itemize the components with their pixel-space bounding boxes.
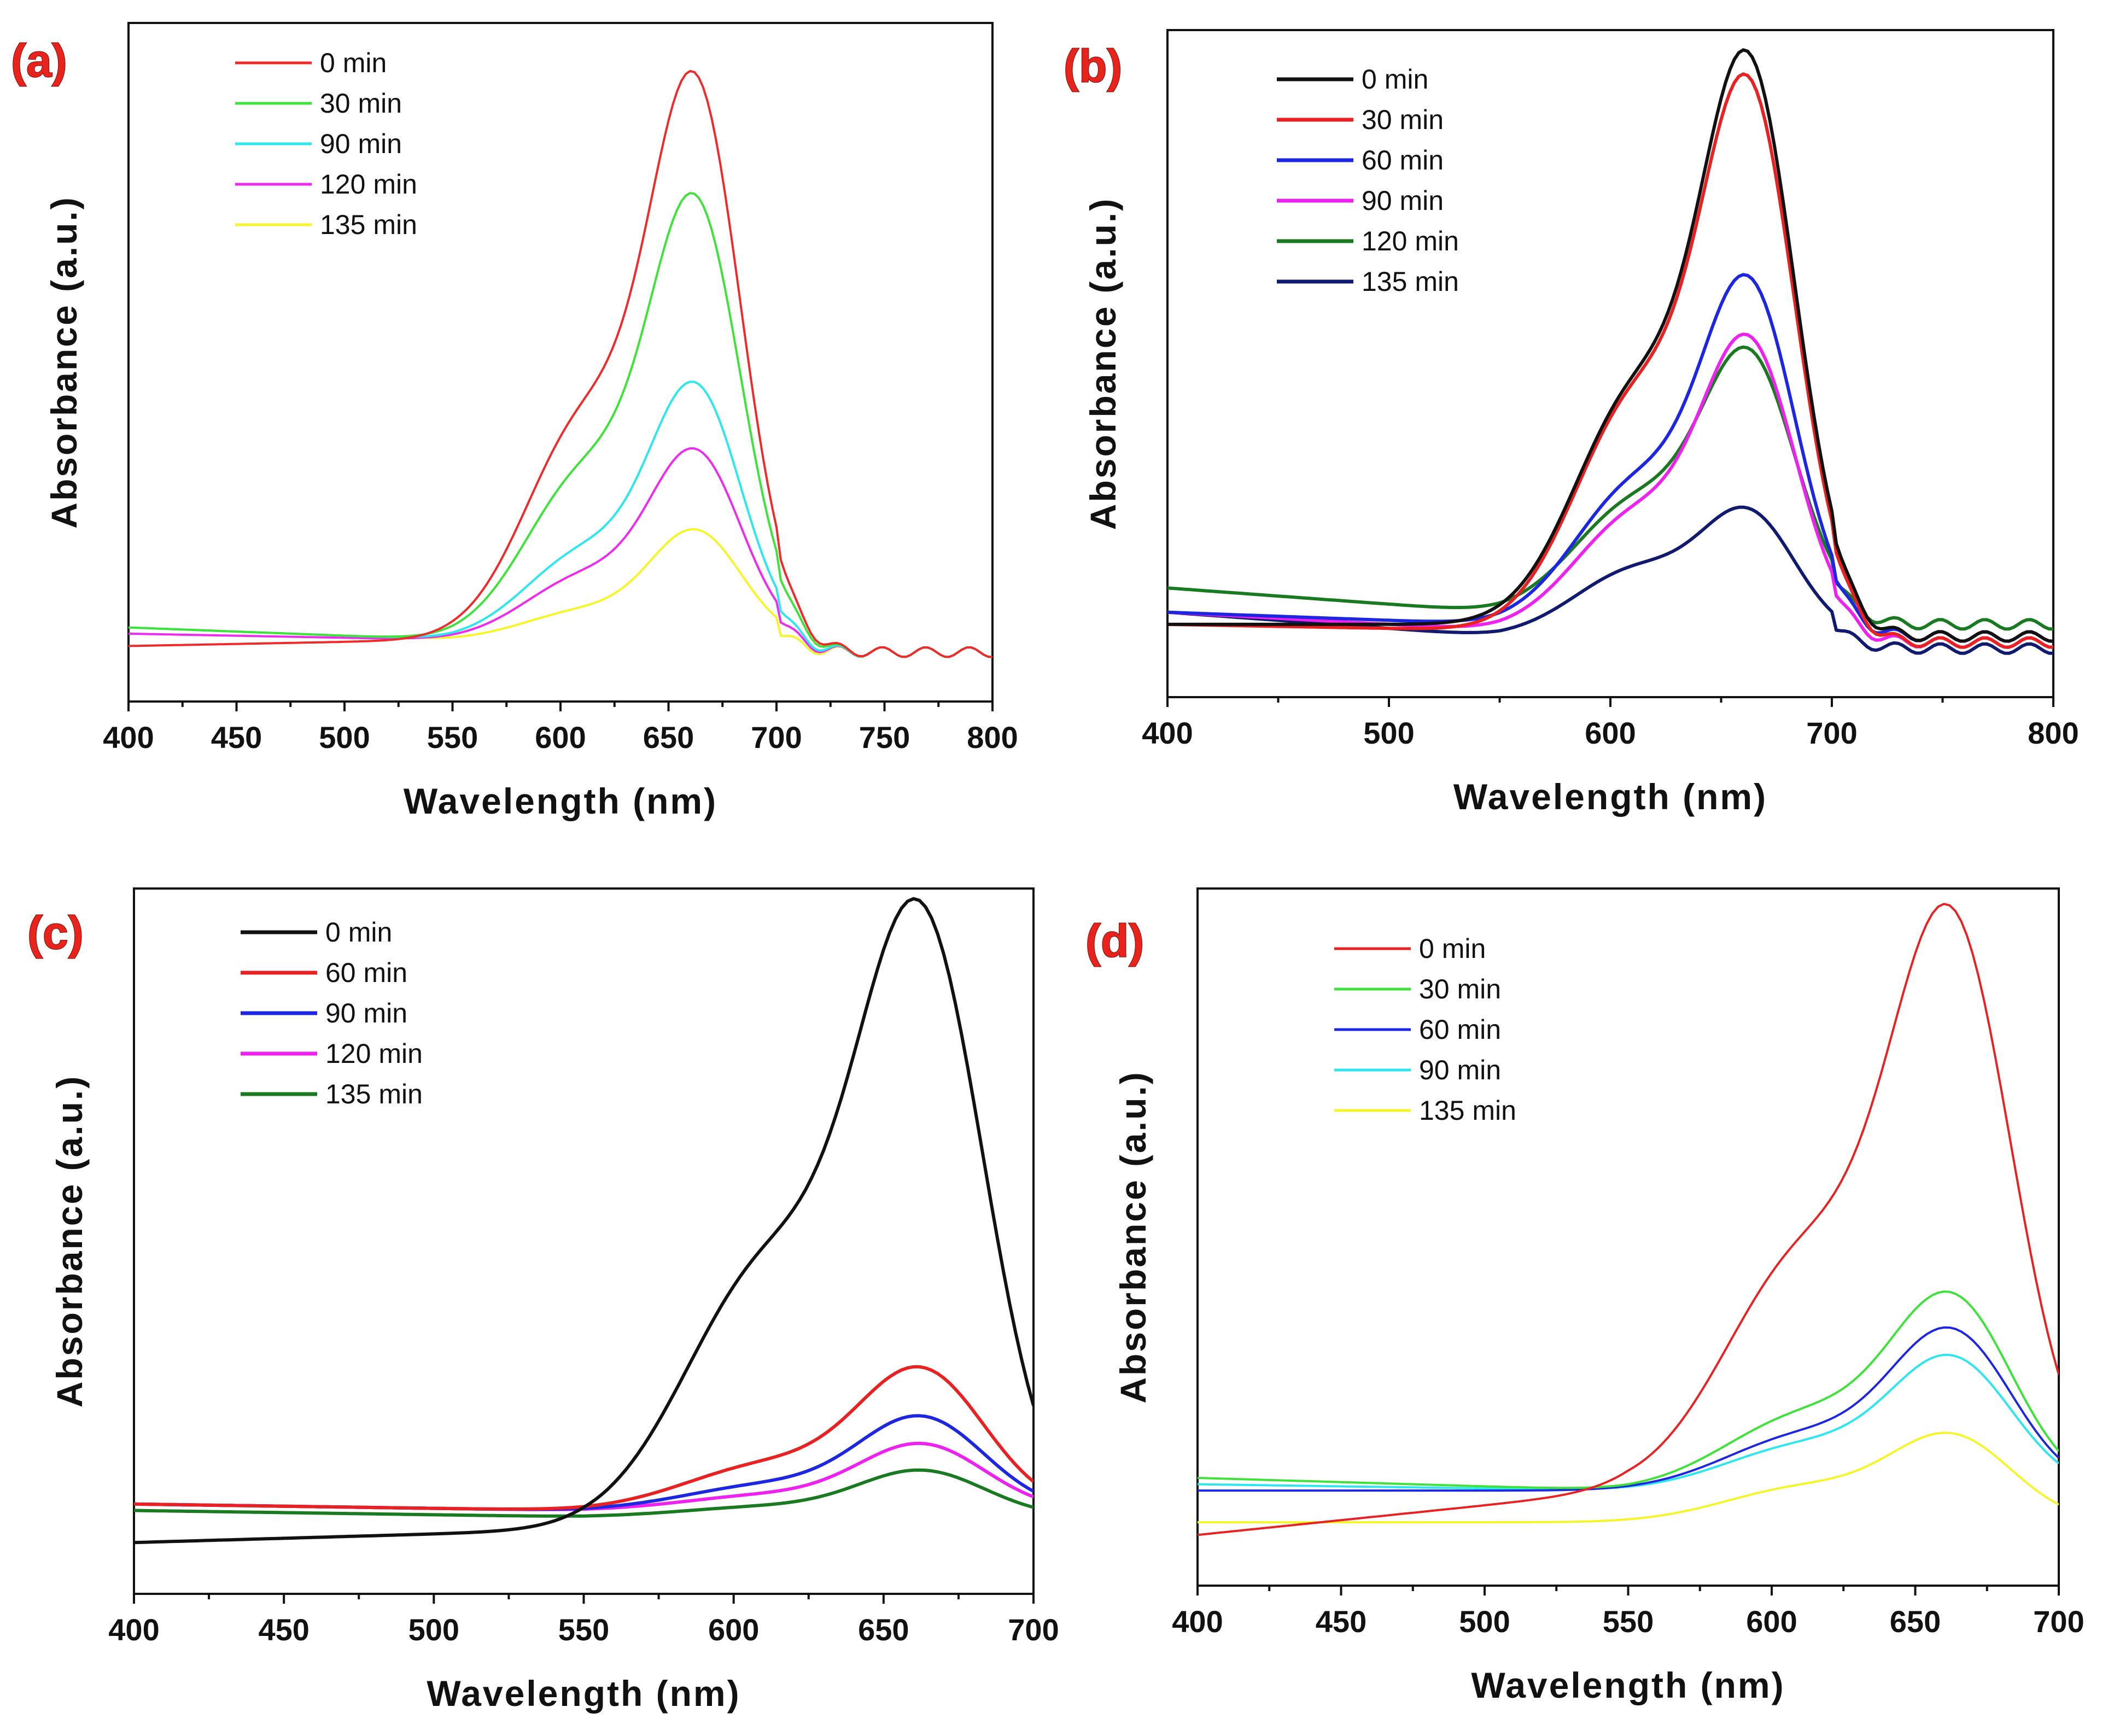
series-line (1167, 72, 2053, 649)
plot-frame (127, 22, 994, 703)
series-line (134, 1414, 1033, 1511)
x-tick-label: 400 (1172, 1604, 1223, 1639)
legend-label: 0 min (325, 917, 392, 948)
legend-label: 120 min (320, 169, 417, 200)
legend-label: 60 min (1419, 1014, 1501, 1045)
y-axis-title: Absorbance (a.u.) (49, 1075, 90, 1407)
x-axis-title: Wavelength (nm) (1471, 1665, 1785, 1705)
legend-label: 120 min (1362, 226, 1459, 256)
series-line (134, 1441, 1033, 1511)
chart-panel: 400 450 500 550 600 650 700 Wavelength (nm) Abso… (1085, 887, 2084, 1705)
series-line (129, 447, 992, 658)
series-group (134, 897, 1033, 1545)
series-line (134, 1468, 1033, 1518)
x-tick-label: 700 (1008, 1612, 1059, 1647)
legend-label: 0 min (1362, 64, 1428, 95)
x-tick-label: 600 (708, 1612, 759, 1647)
x-tick-label: 600 (1746, 1604, 1797, 1639)
x-tick-label: 700 (1806, 716, 1857, 750)
x-tick-label: 400 (1142, 716, 1193, 750)
plot-frame (133, 887, 1035, 1595)
legend-label: 90 min (320, 128, 402, 159)
panel-label: (b) (1064, 40, 1122, 92)
x-tick-label: 550 (558, 1612, 609, 1647)
x-tick-label: 700 (751, 720, 802, 755)
legend: 0 min 30 min 60 min 90 min 120 min 135 min (1277, 64, 1459, 297)
y-axis-title: Absorbance (a.u.) (1113, 1071, 1153, 1403)
series-line (1167, 273, 2053, 643)
x-tick-label: 450 (258, 1612, 309, 1647)
legend-label: 135 min (1362, 266, 1459, 297)
legend-label: 30 min (1362, 104, 1444, 135)
panel-label: (c) (27, 907, 84, 958)
x-tick-label: 500 (319, 720, 370, 755)
series-group (1167, 48, 2053, 655)
series-line (129, 528, 992, 658)
x-tick-label: 500 (408, 1612, 459, 1647)
series-line (1198, 1354, 2059, 1490)
x-tick-label: 500 (1459, 1604, 1510, 1639)
series-line (129, 192, 992, 658)
legend-label: 135 min (325, 1079, 423, 1109)
x-tick-label: 650 (643, 720, 694, 755)
chart-panel: 400 450 500 550 600 650 700 750 800 Wavelength (n… (10, 22, 1018, 821)
legend-label: 90 min (1419, 1055, 1501, 1085)
x-axis-title: Wavelength (nm) (1453, 776, 1767, 817)
x-tick-label: 600 (535, 720, 586, 755)
legend-label: 120 min (325, 1038, 423, 1069)
series-line (1167, 505, 2053, 655)
x-tick-label: 800 (967, 720, 1018, 755)
legend-label: 30 min (320, 88, 402, 119)
panel-label: (a) (11, 35, 67, 86)
x-tick-label: 450 (1316, 1604, 1367, 1639)
x-axis-title: Wavelength (nm) (427, 1673, 740, 1714)
series-line (134, 1365, 1033, 1511)
legend: 0 min 30 min 90 min 120 min 135 min (235, 48, 417, 240)
legend-label: 135 min (1419, 1095, 1516, 1126)
legend-label: 90 min (325, 998, 407, 1028)
x-tick-label: 700 (2033, 1604, 2084, 1639)
series-line (134, 897, 1033, 1545)
x-tick-label: 450 (211, 720, 262, 755)
series-line (1198, 1290, 2059, 1489)
legend-label: 90 min (1362, 185, 1444, 216)
x-tick-label: 550 (1603, 1604, 1654, 1639)
series-line (1198, 1326, 2059, 1492)
legend: 0 min 30 min 60 min 90 min 135 min (1334, 933, 1516, 1126)
legend-label: 30 min (1419, 974, 1501, 1004)
chart-panel: 400 500 600 700 800 Wavelength (nm) Absorbance… (1063, 29, 2079, 817)
x-tick-label: 550 (427, 720, 478, 755)
x-tick-label: 600 (1585, 716, 1636, 750)
legend-label: 60 min (325, 957, 407, 988)
legend-label: 60 min (1362, 145, 1444, 176)
series-group (1198, 903, 2059, 1536)
x-tick-label: 400 (103, 720, 154, 755)
x-tick-label: 400 (108, 1612, 159, 1647)
x-tick-label: 650 (858, 1612, 909, 1647)
panel-label: (d) (1085, 915, 1144, 967)
legend: 0 min 60 min 90 min 120 min 135 min (241, 917, 423, 1109)
x-tick-label: 750 (859, 720, 910, 755)
y-axis-title: Absorbance (a.u.) (1083, 197, 1123, 530)
series-line (1167, 332, 2053, 649)
y-axis-title: Absorbance (a.u.) (44, 196, 84, 528)
series-line (1198, 1431, 2059, 1524)
x-tick-label: 800 (2028, 716, 2078, 750)
series-line (129, 381, 992, 658)
x-tick-label: 500 (1363, 716, 1414, 750)
series-line (1167, 48, 2053, 643)
series-group (129, 69, 992, 658)
series-line (1198, 903, 2059, 1536)
legend-label: 135 min (320, 209, 417, 240)
x-axis-title: Wavelength (nm) (404, 781, 717, 821)
series-line (129, 69, 992, 658)
x-tick-label: 650 (1890, 1604, 1941, 1639)
chart-panel: 400 450 500 550 600 650 700 Wavelength (nm) Abso… (27, 887, 1059, 1714)
legend-label: 0 min (320, 48, 387, 78)
series-line (1167, 345, 2053, 631)
legend-label: 0 min (1419, 933, 1486, 964)
